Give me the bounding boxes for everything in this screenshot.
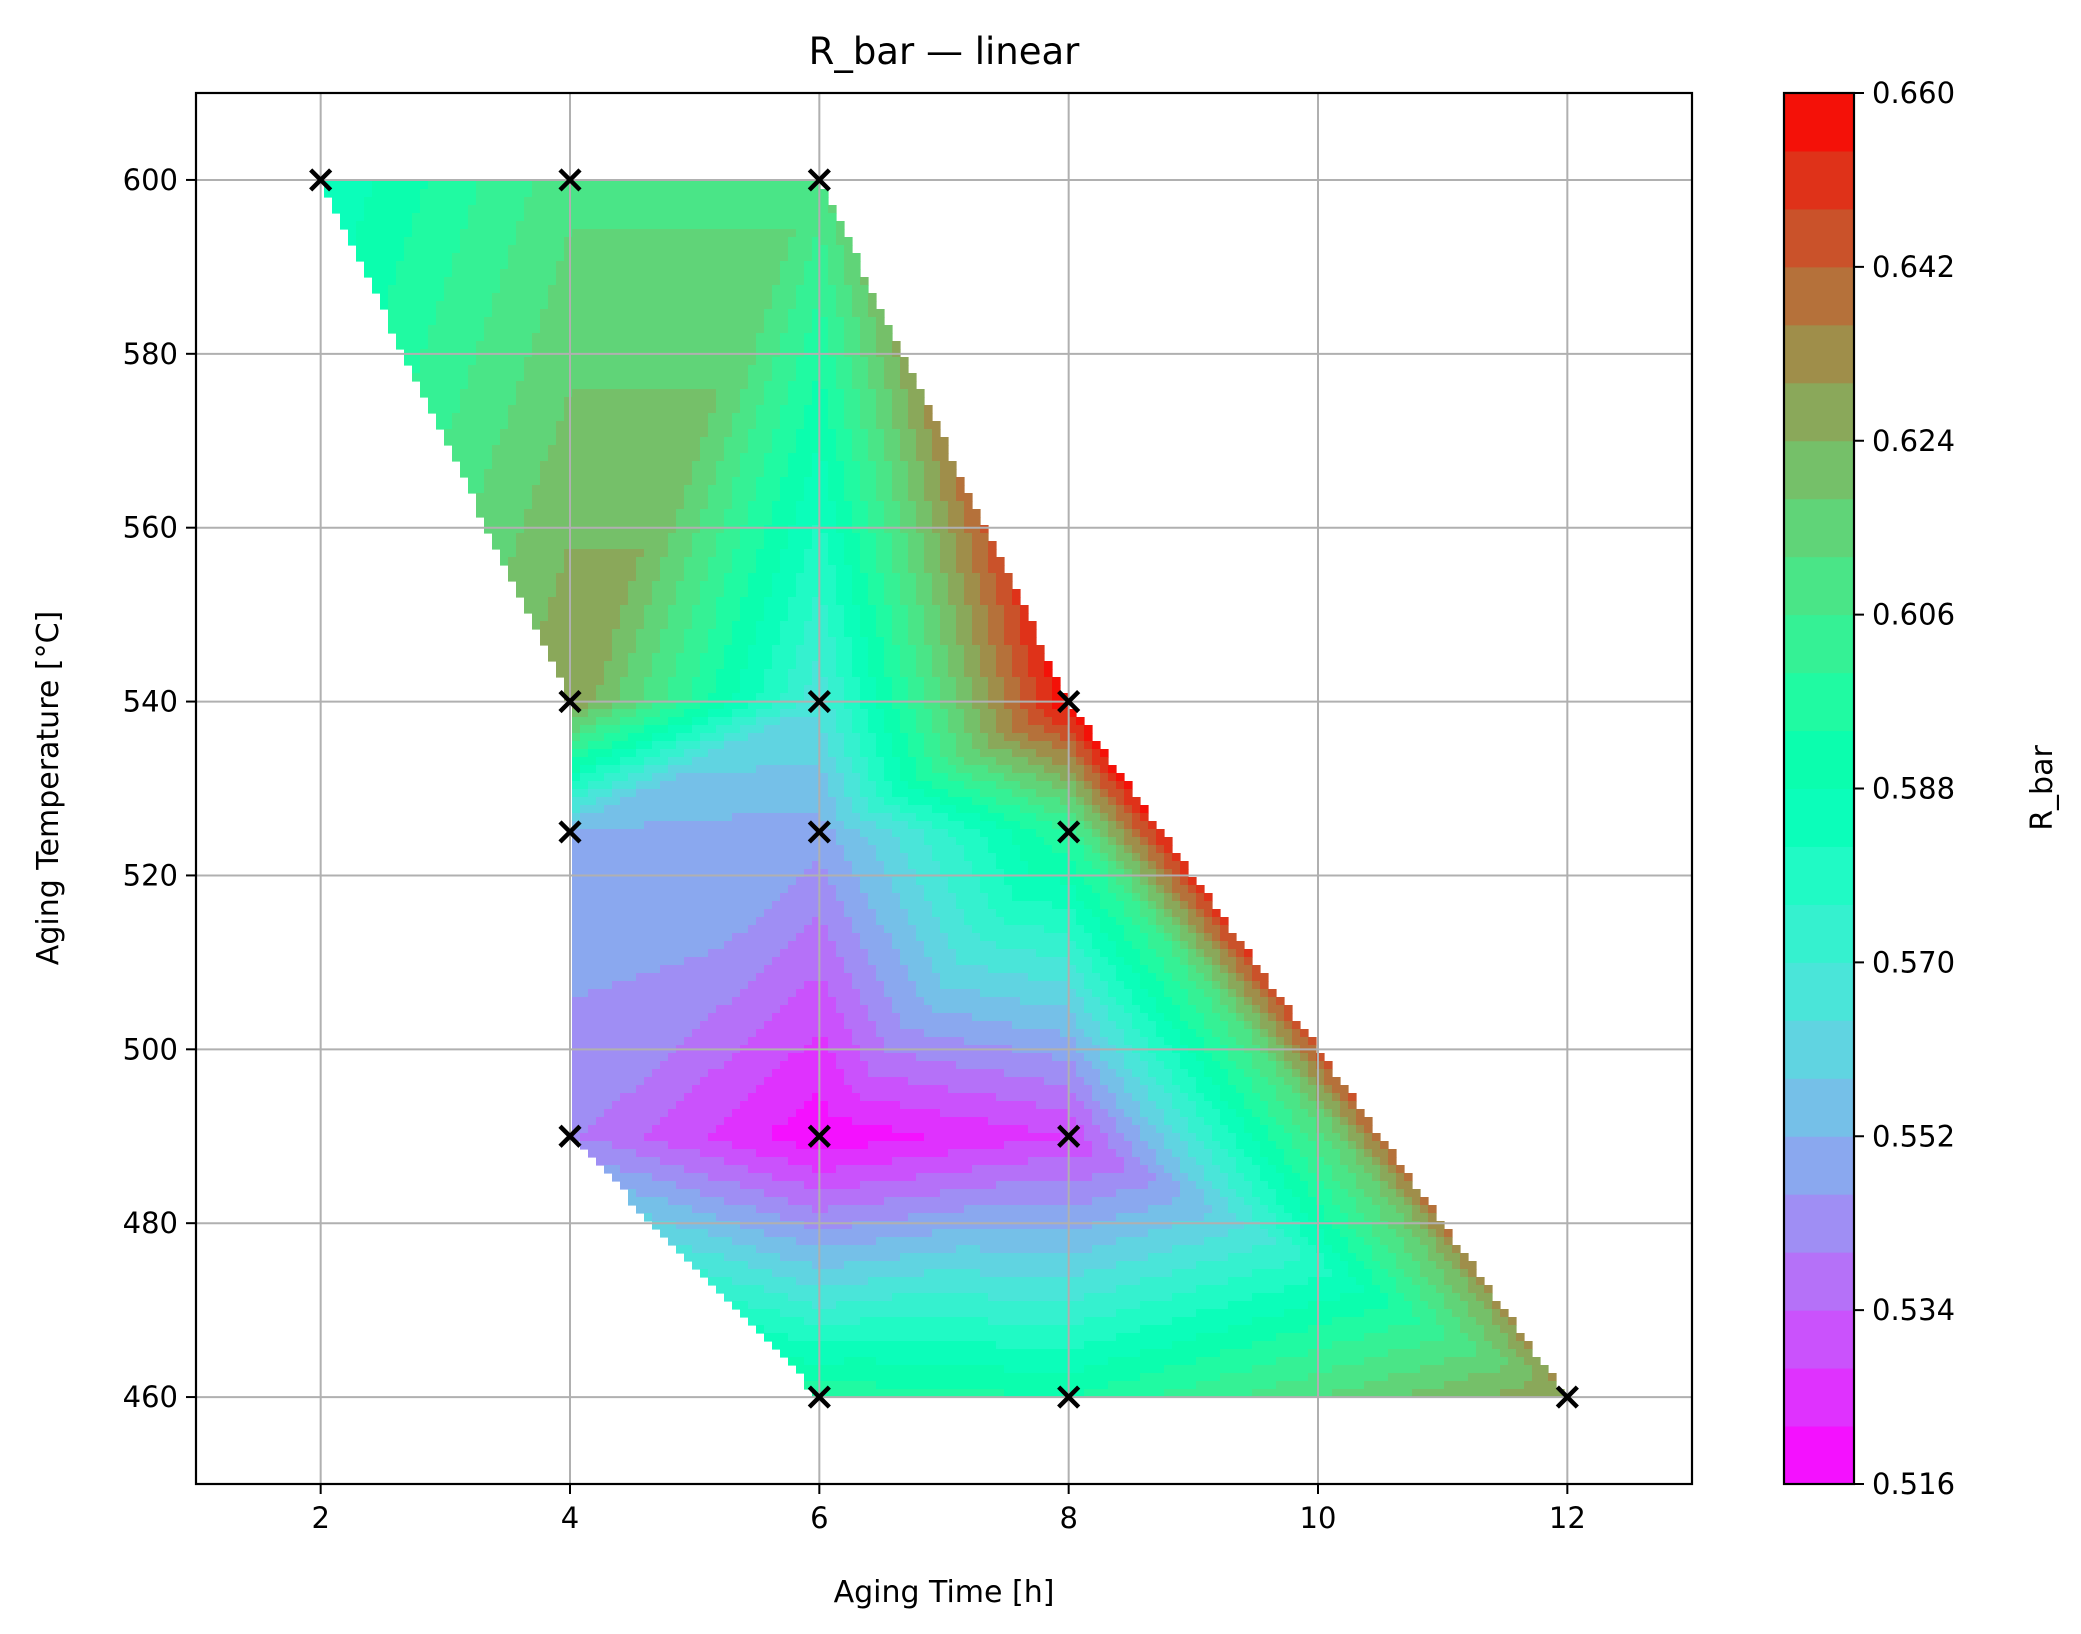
y-tick-label: 580	[123, 337, 178, 371]
colorbar-band	[1784, 730, 1854, 789]
data-point-marker	[807, 1124, 831, 1148]
colorbar-tick-label: 0.660	[1872, 76, 1955, 110]
colorbar-tick-label: 0.588	[1872, 772, 1955, 806]
data-point-marker	[558, 820, 582, 844]
colorbar-band	[1784, 1136, 1854, 1195]
data-point-marker	[1057, 1124, 1081, 1148]
x-axis-ticks: 2 4 6 8 10 12	[311, 1484, 1586, 1535]
colorbar-band	[1784, 150, 1854, 210]
colorbar-tick-label: 0.516	[1872, 1467, 1955, 1501]
grid	[196, 93, 1692, 1484]
colorbar-tick-label: 0.552	[1872, 1119, 1955, 1153]
colorbar-band	[1784, 1078, 1854, 1137]
x-axis-label: Aging Time [h]	[834, 1575, 1055, 1610]
y-axis-ticks: 460 480 500 520 540 560 580 600	[123, 163, 196, 1414]
colorbar-band	[1784, 614, 1854, 674]
colorbar-ticks: 0.516 0.534 0.552 0.570 0.588 0.606 0.624 0.642…	[1854, 76, 1955, 1501]
y-tick-label: 600	[123, 163, 178, 197]
data-point-marker	[1555, 1385, 1579, 1409]
y-axis-label: Aging Temperature [°C]	[31, 611, 66, 965]
chart-title: R_bar — linear	[809, 30, 1081, 73]
colorbar-band	[1784, 788, 1854, 847]
y-tick-label: 460	[123, 1380, 178, 1414]
x-tick-label: 12	[1549, 1501, 1586, 1535]
colorbar-band	[1784, 1252, 1854, 1311]
colorbar-tick-label: 0.624	[1872, 424, 1955, 458]
y-tick-label: 560	[123, 511, 178, 545]
colorbar-band	[1784, 382, 1854, 442]
data-point-marker	[807, 689, 831, 714]
colorbar-band	[1784, 1020, 1854, 1079]
data-point-marker	[558, 689, 582, 714]
colorbar-tick-label: 0.606	[1872, 598, 1955, 632]
colorbar-tick-label: 0.642	[1872, 250, 1955, 284]
data-point-marker	[558, 1124, 582, 1148]
colorbar-band	[1784, 1194, 1854, 1253]
colorbar-band	[1784, 1368, 1854, 1427]
colorbar-band	[1784, 208, 1854, 268]
data-point-marker	[807, 820, 831, 844]
x-tick-label: 4	[561, 1501, 579, 1535]
y-tick-label: 480	[123, 1206, 178, 1240]
data-point-marker	[309, 168, 333, 192]
data-point-marker	[807, 1385, 831, 1409]
y-tick-label: 540	[123, 685, 178, 719]
colorbar-band	[1784, 904, 1854, 963]
colorbar-band	[1784, 93, 1854, 152]
colorbar-band	[1784, 846, 1854, 905]
colorbar-label: R_bar	[2025, 745, 2060, 831]
x-tick-label: 2	[311, 1501, 329, 1535]
colorbar-tick-label: 0.570	[1872, 945, 1955, 979]
y-tick-label: 520	[123, 858, 178, 892]
data-point-marker	[807, 168, 831, 192]
colorbar-band	[1784, 266, 1854, 326]
data-point-marker	[558, 168, 582, 192]
colorbar-band	[1784, 1426, 1854, 1485]
colorbar-band	[1784, 556, 1854, 616]
x-tick-label: 6	[810, 1501, 828, 1535]
colorbar-band	[1784, 324, 1854, 384]
colorbar-band	[1784, 440, 1854, 500]
colorbar	[1784, 93, 1854, 1485]
y-tick-label: 500	[123, 1032, 178, 1066]
plot-frame	[194, 91, 1694, 1486]
data-point-marker	[1057, 820, 1081, 844]
colorbar-band	[1784, 672, 1854, 732]
colorbar-tick-label: 0.534	[1872, 1293, 1955, 1327]
data-point-marker	[1057, 1385, 1081, 1409]
x-tick-label: 8	[1059, 1501, 1077, 1535]
data-point-marker	[1057, 689, 1081, 714]
colorbar-band	[1784, 498, 1854, 558]
colorbar-band	[1784, 1310, 1854, 1369]
sample-markers	[309, 168, 1579, 1409]
x-tick-label: 10	[1300, 1501, 1337, 1535]
colorbar-band	[1784, 962, 1854, 1021]
